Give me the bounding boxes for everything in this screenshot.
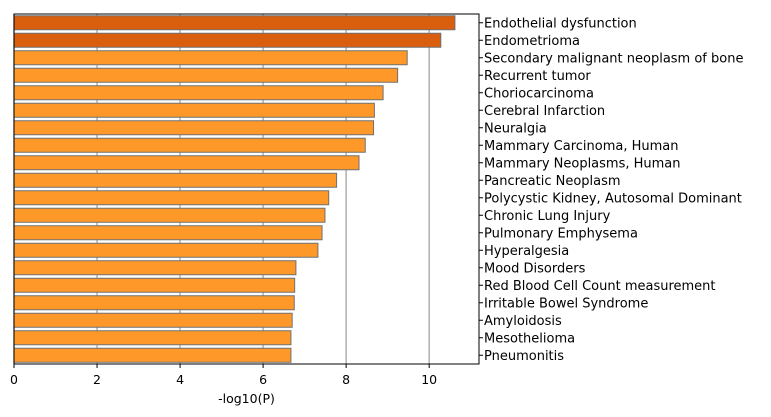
category-label: Cerebral Infarction — [484, 104, 605, 119]
category-label: Polycystic Kidney, Autosomal Dominant — [484, 191, 742, 206]
category-label: Mesothelioma — [484, 331, 575, 346]
bar — [13, 295, 295, 311]
category-label: Pancreatic Neoplasm — [484, 174, 621, 189]
bar — [13, 50, 408, 66]
plot-frame — [13, 13, 480, 365]
category-label: Irritable Bowel Syndrome — [484, 296, 648, 311]
bar — [13, 260, 297, 276]
bar — [13, 102, 375, 118]
bar — [13, 15, 456, 31]
bar — [13, 155, 360, 171]
bar — [13, 32, 442, 48]
x-tick-label: 4 — [176, 372, 184, 387]
bar — [13, 347, 292, 363]
x-tick-label: 6 — [259, 372, 267, 387]
category-label: Mood Disorders — [484, 261, 586, 276]
category-label: Hyperalgesia — [484, 244, 569, 259]
bar — [13, 242, 319, 258]
category-label: Recurrent tumor — [484, 69, 591, 84]
category-labels: Endothelial dysfunction Endometrioma Secon… — [479, 16, 743, 364]
x-axis-ticks: 0 2 4 6 8 10 — [10, 364, 437, 387]
category-label: Mammary Carcinoma, Human — [484, 139, 678, 154]
bar — [13, 330, 292, 346]
x-tick-label: 10 — [421, 372, 437, 387]
bar — [13, 120, 375, 136]
category-label: Secondary malignant neoplasm of bone — [484, 51, 743, 66]
grid-lines — [13, 14, 430, 364]
bar — [13, 137, 366, 153]
bar — [13, 207, 326, 223]
bar — [13, 172, 338, 188]
category-label: Endothelial dysfunction — [484, 16, 637, 31]
bar — [13, 312, 293, 328]
x-tick-label: 2 — [93, 372, 101, 387]
bar — [13, 277, 296, 293]
x-axis-label: -log10(P) — [218, 391, 275, 406]
category-label: Chronic Lung Injury — [484, 209, 611, 224]
category-label: Choriocarcinoma — [484, 86, 594, 101]
bars — [13, 15, 456, 363]
bar — [13, 67, 399, 83]
category-label: Neuralgia — [484, 121, 547, 136]
category-label: Pulmonary Emphysema — [484, 226, 638, 241]
category-label: Endometrioma — [484, 34, 580, 49]
bar — [13, 85, 384, 101]
category-label: Red Blood Cell Count measurement — [484, 279, 716, 294]
category-label: Pneumonitis — [484, 349, 564, 364]
x-tick-label: 0 — [10, 372, 18, 387]
x-tick-label: 8 — [342, 372, 350, 387]
bar — [13, 190, 330, 206]
category-label: Amyloidosis — [484, 314, 562, 329]
category-label: Mammary Neoplasms, Human — [484, 156, 681, 171]
bar — [13, 225, 323, 241]
